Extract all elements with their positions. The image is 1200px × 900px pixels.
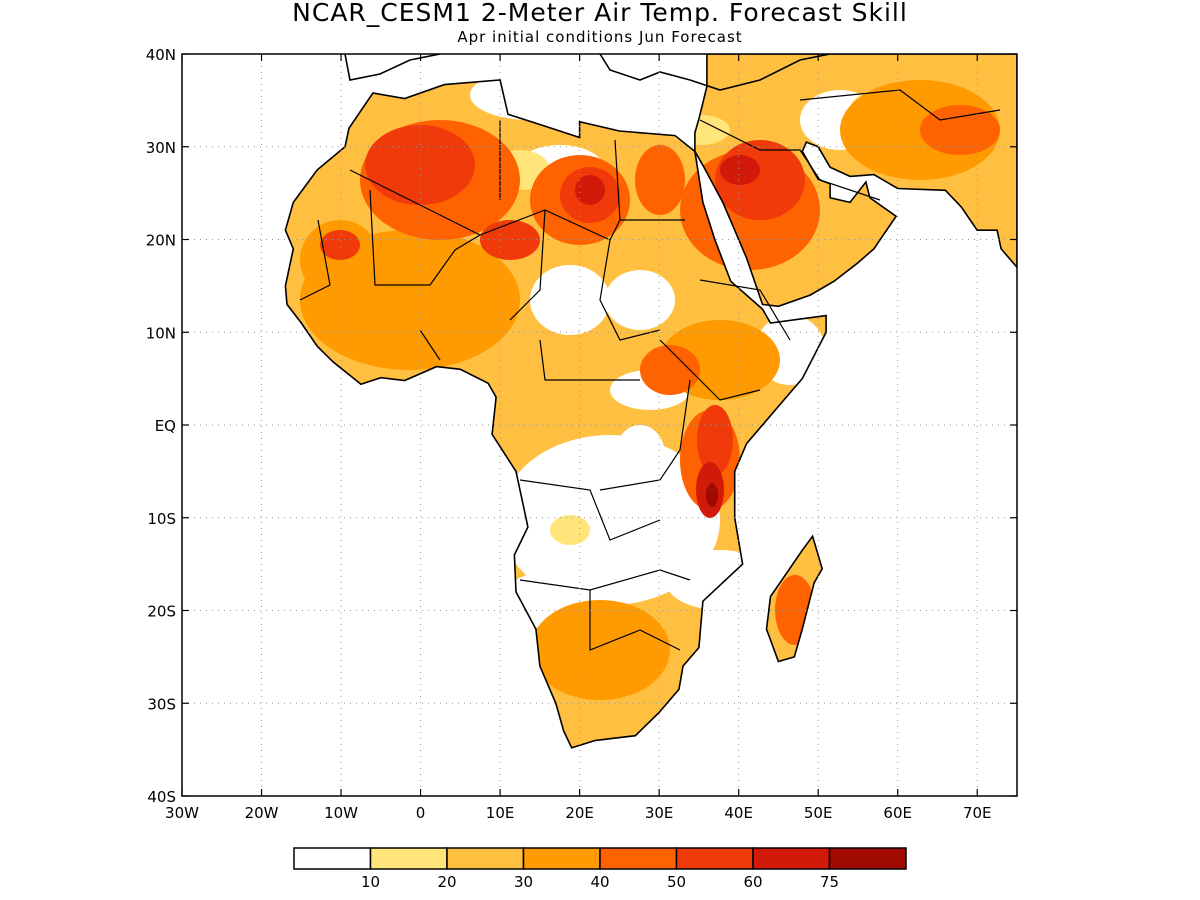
- longitude-tick-label: 40E: [724, 804, 753, 822]
- skill-above-75: [706, 483, 718, 507]
- colorbar-label: 75: [820, 873, 839, 891]
- latitude-tick-label: 30N: [146, 139, 176, 157]
- colorbar-label: 20: [437, 873, 456, 891]
- arabia-coastline: [694, 54, 1017, 308]
- colorbar-swatch: [446, 847, 525, 870]
- colorbar-swatch: [522, 847, 601, 870]
- longitude-tick-label: 30W: [165, 804, 199, 822]
- longitude-tick-label: 60E: [883, 804, 912, 822]
- map-subtitle: Apr initial conditions Jun Forecast: [457, 28, 743, 46]
- colorbar-label: 40: [590, 873, 609, 891]
- latitude-tick-label: 20N: [146, 232, 176, 250]
- colorbar-label: 60: [743, 873, 762, 891]
- latitude-tick-label: 10S: [147, 510, 176, 528]
- longitude-tick-label: 10W: [324, 804, 358, 822]
- colorbar-label: 50: [667, 873, 686, 891]
- latitude-tick-label: 10N: [146, 324, 176, 342]
- madagascar-coastline: [765, 534, 824, 663]
- longitude-tick-label: 0: [416, 804, 426, 822]
- latitude-tick-label: 40N: [146, 46, 176, 64]
- longitude-axis: 30W 20W 10W 0 10E 20E 30E 40E 50E 60E 70E: [165, 54, 992, 822]
- latitude-tick-label: 20S: [147, 603, 176, 621]
- colorbar-swatch: [675, 847, 754, 870]
- africa-coastline: [284, 79, 827, 749]
- skill-shading: [284, 54, 1017, 749]
- colorbar-label: 10: [361, 873, 380, 891]
- colorbar-swatch: [599, 847, 678, 870]
- latitude-tick-label: 30S: [147, 695, 176, 713]
- colorbar-swatch: [369, 847, 448, 870]
- longitude-tick-label: 70E: [963, 804, 992, 822]
- map-title: NCAR_CESM1 2-Meter Air Temp. Forecast Sk…: [292, 0, 908, 27]
- colorbar-swatch: [752, 847, 831, 870]
- country-borders: [299, 89, 1001, 651]
- colorbar-label: 30: [514, 873, 533, 891]
- longitude-tick-label: 30E: [645, 804, 674, 822]
- latitude-tick-label: 40S: [147, 788, 176, 806]
- latitude-axis: 40N 30N 20N 10N EQ 10S 20S 30S 40S: [146, 46, 1017, 806]
- colorbar-swatch: [293, 847, 372, 870]
- gridlines: [182, 54, 1017, 796]
- longitude-tick-label: 10E: [486, 804, 515, 822]
- latitude-tick-label: EQ: [155, 417, 176, 435]
- longitude-tick-label: 20E: [565, 804, 594, 822]
- colorbar-swatch: [828, 847, 907, 870]
- longitude-tick-label: 50E: [804, 804, 833, 822]
- colorbar-legend: 10 20 30 40 50 60 75: [293, 847, 907, 891]
- longitude-tick-label: 20W: [245, 804, 279, 822]
